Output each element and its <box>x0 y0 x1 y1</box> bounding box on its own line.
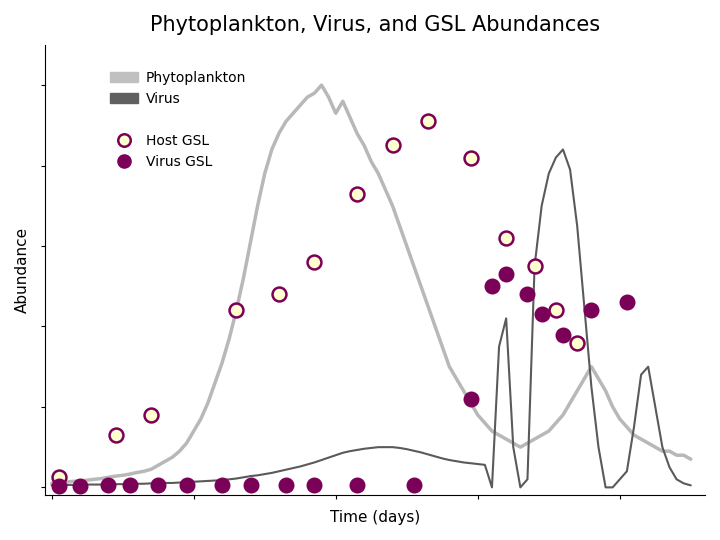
Point <box>309 258 320 266</box>
Point <box>465 395 477 403</box>
Point <box>181 481 192 490</box>
Point <box>528 262 540 271</box>
Point <box>309 481 320 490</box>
Point <box>557 330 569 339</box>
Point <box>216 481 228 490</box>
Point <box>280 481 292 490</box>
Point <box>245 481 256 490</box>
Point <box>351 481 363 490</box>
Point <box>124 481 135 490</box>
Point <box>550 306 562 315</box>
Point <box>423 117 434 126</box>
Point <box>351 190 363 198</box>
Point <box>110 431 122 440</box>
Point <box>585 306 597 315</box>
Point <box>536 310 547 319</box>
Point <box>572 338 583 347</box>
Point <box>522 290 534 299</box>
Y-axis label: Abundance: Abundance <box>15 227 30 313</box>
Point <box>408 481 420 490</box>
Point <box>74 482 86 490</box>
Point <box>230 306 242 315</box>
Point <box>500 270 512 279</box>
Legend: Phytoplankton, Virus, , Host GSL, Virus GSL: Phytoplankton, Virus, , Host GSL, Virus … <box>104 65 252 174</box>
Point <box>465 153 477 162</box>
Point <box>621 298 633 307</box>
Title: Phytoplankton, Virus, and GSL Abundances: Phytoplankton, Virus, and GSL Abundances <box>150 15 600 35</box>
Point <box>387 141 398 150</box>
Point <box>145 410 157 419</box>
Point <box>153 481 164 490</box>
X-axis label: Time (days): Time (days) <box>330 510 420 525</box>
Point <box>53 482 65 490</box>
Point <box>486 282 498 291</box>
Point <box>273 290 284 299</box>
Point <box>500 234 512 242</box>
Point <box>53 473 65 482</box>
Point <box>103 481 114 490</box>
